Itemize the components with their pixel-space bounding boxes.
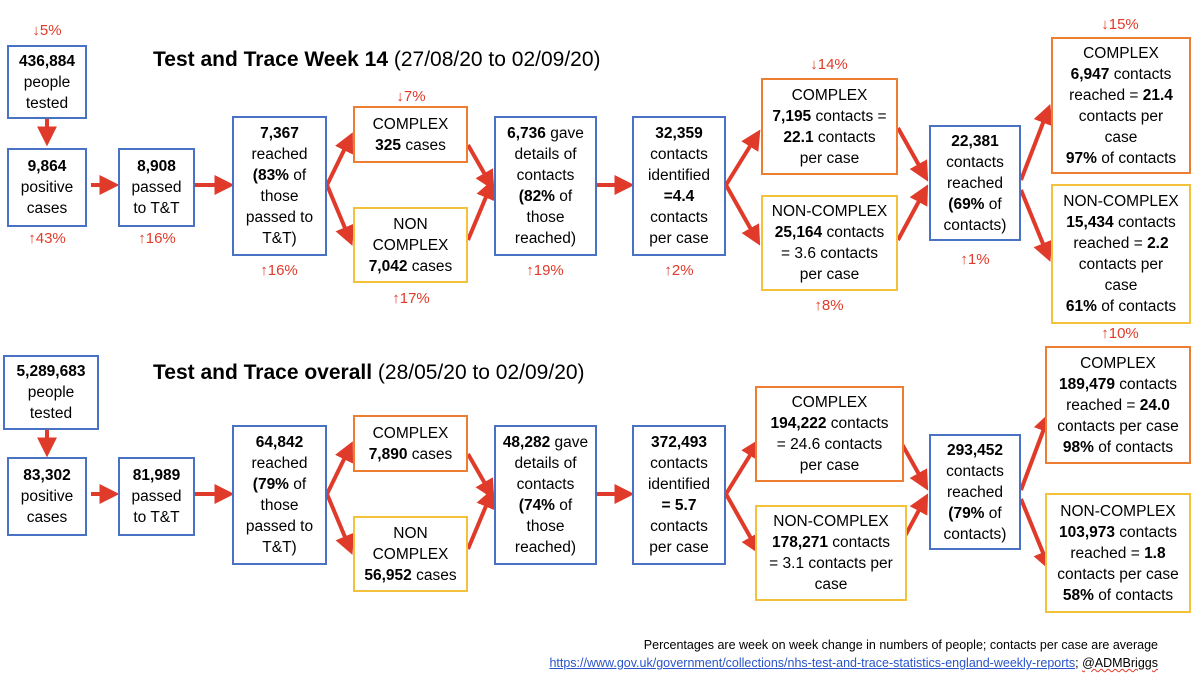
noncomplex-cases-box: NON COMPLEX 56,952 cases <box>353 516 468 592</box>
contacts-identified-box: 372,493 contacts identified = 5.7 contact… <box>632 425 726 565</box>
cases-reached-box: 7,367 reached (83% of those passed to T&T) <box>232 116 327 256</box>
passed-to-tt-box: 8,908 passed to T&T <box>118 148 195 227</box>
change-label: ↑17% <box>392 290 430 307</box>
arrow <box>466 179 495 241</box>
noncomplex-contacts-box: NON-COMPLEX 25,164 contacts = 3.6 contac… <box>761 195 898 291</box>
change-label: ↑8% <box>814 297 844 314</box>
arrow <box>724 129 761 187</box>
contacts-reached-box: 293,452 contacts reached (79% of contacts… <box>929 434 1021 550</box>
noncomplex-contacts-box: NON-COMPLEX 178,271 contacts = 3.1 conta… <box>755 505 907 601</box>
arrow <box>1019 104 1053 181</box>
week-section-title: Test and Trace Week 14 (27/08/20 to 02/0… <box>153 48 601 71</box>
footer-source: https://www.gov.uk/government/collection… <box>549 656 1158 670</box>
change-label: ↓5% <box>32 22 62 39</box>
change-label: ↑43% <box>28 230 66 247</box>
cases-reached-box: 64,842 reached (79% of those passed to T&T) <box>232 425 327 565</box>
arrow <box>325 132 354 186</box>
people-tested-box: 5,289,683 people tested <box>3 355 99 430</box>
footer-note: Percentages are week on week change in n… <box>643 638 1158 652</box>
positive-cases-box: 83,302 positive cases <box>7 457 87 536</box>
arrow <box>1019 189 1053 262</box>
arrow <box>1019 498 1053 571</box>
change-label: ↑19% <box>526 262 564 279</box>
change-label: ↑16% <box>260 262 298 279</box>
change-label: ↓14% <box>810 56 848 73</box>
change-label: ↑16% <box>138 230 176 247</box>
change-label: ↑2% <box>664 262 694 279</box>
arrow <box>724 493 761 555</box>
contacts-identified-box: 32,359 contacts identified =4.4 contacts p… <box>632 116 726 256</box>
gave-details-box: 48,282 gave details of contacts (74% of t… <box>494 425 597 565</box>
complex-contacts-box: COMPLEX 194,222 contacts = 24.6 contacts… <box>755 386 904 482</box>
arrow <box>1019 412 1053 491</box>
complex-contacts-box: COMPLEX 7,195 contacts = 22.1 contacts p… <box>761 78 898 175</box>
arrow <box>896 127 929 182</box>
arrow <box>724 184 761 246</box>
change-label: ↑1% <box>960 251 990 268</box>
arrow <box>466 144 495 191</box>
author-handle: @ADMBriggs <box>1082 656 1158 670</box>
arrow <box>325 441 354 495</box>
source-link[interactable]: https://www.gov.uk/government/collection… <box>549 656 1076 670</box>
arrow <box>466 488 495 550</box>
positive-cases-box: 9,864 positive cases <box>7 148 87 227</box>
change-label: ↓7% <box>396 88 426 105</box>
noncomplex-reached-box: NON-COMPLEX 15,434 contacts reached = 2.… <box>1051 184 1191 324</box>
passed-to-tt-box: 81,989 passed to T&T <box>118 457 195 536</box>
arrow <box>466 453 495 500</box>
separator: ; <box>1075 656 1079 670</box>
arrow <box>896 184 929 241</box>
change-label: ↑10% <box>1101 325 1139 342</box>
complex-cases-box: COMPLEX 325 cases <box>353 106 468 163</box>
change-label: ↓15% <box>1101 16 1139 33</box>
arrow <box>325 493 354 555</box>
gave-details-box: 6,736 gave details of contacts (82% of th… <box>494 116 597 256</box>
noncomplex-cases-box: NON COMPLEX 7,042 cases <box>353 207 468 283</box>
overall-section-title: Test and Trace overall (28/05/20 to 02/0… <box>153 361 585 384</box>
arrow <box>325 184 354 246</box>
complex-reached-box: COMPLEX 189,479 contacts reached = 24.0 … <box>1045 346 1191 464</box>
people-tested-box: 436,884 people tested <box>7 45 87 119</box>
contacts-reached-box: 22,381 contacts reached (69% of contacts) <box>929 125 1021 241</box>
arrow <box>724 438 761 496</box>
complex-reached-box: COMPLEX 6,947 contacts reached = 21.4 co… <box>1051 37 1191 174</box>
noncomplex-reached-box: NON-COMPLEX 103,973 contacts reached = 1… <box>1045 493 1191 613</box>
complex-cases-box: COMPLEX 7,890 cases <box>353 415 468 472</box>
